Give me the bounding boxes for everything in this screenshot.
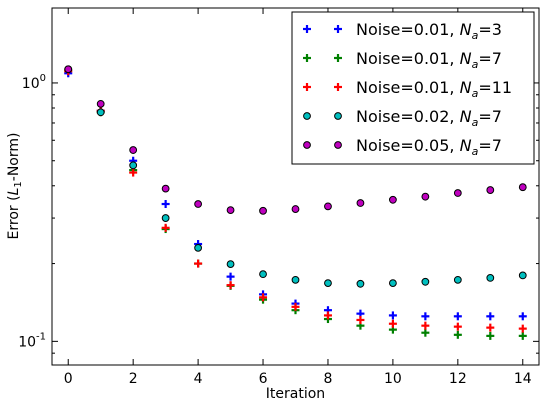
data-point [453,322,462,331]
data-point [64,65,73,74]
data-point [356,279,365,288]
data-point [486,323,495,332]
legend-entry: Noise=0.02, Na=7 [303,107,502,129]
data-point [421,328,430,337]
data-point [161,200,170,209]
data-point [486,186,495,194]
legend-label: Noise=0.01, Na=7 [356,49,502,71]
plot-frame [51,7,540,366]
x-tick-label: 0 [64,371,73,387]
data-point [389,195,397,204]
data-point [453,330,462,339]
legend-marker [303,25,311,33]
data-point [388,319,397,328]
y-axis-label: Error (L1-Norm) [6,133,24,240]
data-point [226,272,235,281]
legend-marker [334,141,342,149]
data-point [518,324,527,333]
x-tick-label: 2 [129,371,138,387]
legend-marker [303,83,311,91]
data-point [161,223,170,232]
data-point [356,315,365,324]
legend-label: Noise=0.02, Na=7 [356,107,502,129]
data-point [226,281,235,290]
data-point [389,279,397,288]
data-point [518,183,527,192]
data-point [518,271,527,280]
legend-marker [334,54,342,62]
data-point [129,161,138,170]
legend-entry: Noise=0.01, Na=3 [303,20,502,42]
legend-marker [334,83,342,91]
y-tick-label: 10-1 [18,331,46,350]
series-4 [64,65,527,288]
y-tick-label: 100 [22,73,46,92]
data-point [486,312,495,321]
data-point [421,321,430,330]
legend-entry: Noise=0.01, Na=11 [303,78,512,100]
x-tick-label: 10 [384,371,402,387]
legend-marker [334,112,342,120]
data-point [226,260,235,269]
axis-ticks [52,8,539,365]
data-point [259,206,267,215]
data-markers [64,65,527,340]
data-point [453,312,462,321]
data-point [324,202,332,211]
data-point [96,99,105,108]
data-point [453,189,462,197]
data-point [129,146,138,154]
data-point [259,270,267,279]
x-tick-label: 4 [194,371,203,387]
data-point [161,184,170,193]
legend-marker [303,54,311,62]
data-point [291,205,300,213]
data-point [486,331,495,340]
axis-tick-labels: 0 2 4 6 8 10 12 14 100 10-1 [18,73,532,387]
legend-box [291,11,535,165]
data-point [129,168,138,177]
x-tick-label: 6 [259,371,268,387]
data-point [453,275,462,284]
data-point [421,192,430,201]
data-point [96,108,105,117]
legend-marker [303,112,311,120]
data-point [323,311,332,320]
data-point [486,274,495,282]
data-point [291,275,300,284]
data-point [518,312,527,321]
data-point [161,214,170,222]
data-point [518,331,527,340]
data-point [421,312,430,321]
data-point [194,200,203,208]
data-point [259,293,268,302]
data-point [324,279,332,288]
legend-label: Noise=0.01, Na=11 [356,78,512,100]
x-tick-label: 8 [324,371,333,387]
data-point [194,259,203,268]
legend-marker [303,141,311,149]
x-tick-label: 14 [514,371,532,387]
x-tick-label: 12 [449,371,467,387]
legend: Noise=0.01, Na=3 Noise=0.01, Na=7 Noise=0.… [291,11,535,165]
legend-label: Noise=0.01, Na=3 [356,20,502,42]
legend-marker [334,25,342,33]
data-point [194,243,203,252]
data-point [291,302,300,311]
legend-entry: Noise=0.01, Na=7 [303,49,502,71]
data-point [226,206,235,215]
data-point [421,277,430,286]
data-point [388,311,397,320]
x-axis-label: Iteration [266,386,325,402]
data-point [356,199,365,207]
legend-entry: Noise=0.05, Na=7 [303,136,502,158]
series-5 [64,65,527,215]
legend-label: Noise=0.05, Na=7 [356,136,502,158]
